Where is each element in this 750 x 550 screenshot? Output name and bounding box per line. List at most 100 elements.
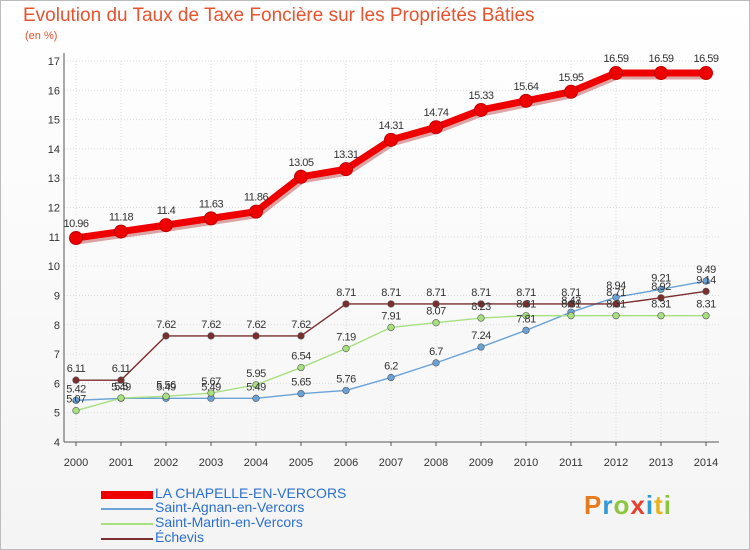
data-point bbox=[474, 102, 488, 117]
data-point bbox=[612, 312, 620, 320]
data-label: 7.19 bbox=[336, 332, 356, 344]
x-tick-label: 2010 bbox=[514, 457, 538, 469]
data-label: 10.96 bbox=[63, 218, 88, 230]
y-tick-label: 14 bbox=[48, 144, 60, 156]
legend-label: Échevis bbox=[155, 529, 205, 545]
data-point bbox=[204, 211, 218, 226]
data-label: 8.23 bbox=[471, 301, 491, 313]
data-point bbox=[657, 312, 665, 320]
data-point bbox=[702, 277, 710, 285]
x-tick-label: 2009 bbox=[469, 457, 493, 469]
y-tick-label: 10 bbox=[48, 261, 60, 273]
data-label: 5.49 bbox=[246, 381, 266, 393]
data-point bbox=[522, 300, 530, 308]
data-point bbox=[477, 300, 485, 308]
legend-swatch bbox=[101, 508, 153, 510]
data-point bbox=[522, 326, 530, 334]
data-label: 8.31 bbox=[606, 299, 626, 311]
data-label: 7.91 bbox=[381, 310, 401, 322]
data-point bbox=[432, 359, 440, 367]
proxiti-logo: Proxiti bbox=[584, 490, 672, 521]
data-label: 7.24 bbox=[471, 330, 491, 342]
data-point bbox=[612, 300, 620, 308]
data-label: 8.43 bbox=[561, 295, 581, 307]
data-label: 5.65 bbox=[291, 377, 311, 389]
data-point bbox=[72, 407, 80, 415]
chart-title: Evolution du Taux de Taxe Foncière sur l… bbox=[23, 5, 535, 26]
data-label: 16.59 bbox=[603, 53, 628, 65]
data-point bbox=[342, 300, 350, 308]
legend-label: LA CHAPELLE-EN-VERCORS bbox=[155, 485, 347, 501]
data-point bbox=[564, 84, 578, 99]
y-tick-label: 6 bbox=[54, 378, 60, 390]
data-point bbox=[387, 373, 395, 382]
y-tick-label: 4 bbox=[54, 437, 60, 449]
logo-letter: P bbox=[584, 490, 603, 520]
data-point bbox=[654, 66, 668, 81]
x-tick-label: 2003 bbox=[199, 457, 223, 469]
data-label: 6.2 bbox=[384, 361, 398, 373]
data-label: 8.71 bbox=[381, 287, 401, 299]
logo-letter: i bbox=[663, 490, 672, 520]
data-label: 7.62 bbox=[291, 319, 311, 331]
x-tick-label: 2012 bbox=[604, 457, 628, 469]
chart-unit-label: (en %) bbox=[25, 30, 58, 42]
x-tick-label: 2011 bbox=[559, 457, 583, 469]
x-tick-label: 2007 bbox=[379, 457, 403, 469]
x-tick-label: 2004 bbox=[244, 457, 268, 469]
legend-swatch bbox=[101, 491, 153, 499]
data-label: 5.76 bbox=[336, 373, 356, 385]
legend-swatch bbox=[101, 523, 153, 525]
x-tick-label: 2000 bbox=[64, 457, 88, 469]
data-label: 9.14 bbox=[696, 274, 716, 286]
data-label: 8.31 bbox=[651, 299, 671, 311]
data-label: 8.71 bbox=[516, 287, 536, 299]
data-point bbox=[657, 285, 665, 293]
data-label: 6.7 bbox=[429, 346, 443, 358]
data-label: 13.05 bbox=[288, 157, 313, 169]
data-label: 6.54 bbox=[291, 351, 311, 363]
legend-swatch bbox=[101, 538, 153, 540]
x-tick-label: 2001 bbox=[109, 457, 133, 469]
data-point bbox=[702, 312, 710, 320]
data-point bbox=[567, 300, 575, 308]
data-label: 8.71 bbox=[561, 287, 581, 299]
data-label: 8.31 bbox=[696, 299, 716, 311]
data-point bbox=[432, 319, 440, 327]
logo-letter: o bbox=[613, 490, 631, 520]
data-label: 6.11 bbox=[112, 363, 131, 375]
data-point bbox=[69, 231, 83, 246]
data-point bbox=[159, 218, 173, 233]
data-point bbox=[207, 332, 215, 340]
data-point bbox=[699, 66, 713, 81]
y-tick-label: 13 bbox=[48, 173, 60, 185]
data-point bbox=[339, 162, 353, 177]
data-point bbox=[72, 376, 80, 384]
data-point bbox=[702, 287, 710, 295]
x-tick-label: 2013 bbox=[649, 457, 673, 469]
data-label: 7.62 bbox=[156, 319, 176, 331]
data-label: 8.71 bbox=[471, 287, 491, 299]
x-tick-label: 2002 bbox=[154, 457, 178, 469]
data-label: 8.31 bbox=[516, 299, 536, 311]
data-label: 5.56 bbox=[156, 379, 176, 391]
data-point bbox=[207, 389, 215, 397]
data-point bbox=[252, 394, 260, 402]
legend-label: Saint-Agnan-en-Vercors bbox=[155, 499, 305, 515]
legend-label: Saint-Martin-en-Vercors bbox=[155, 514, 303, 530]
chart-grid bbox=[64, 60, 719, 443]
data-point bbox=[657, 294, 665, 302]
data-label: 9.21 bbox=[651, 272, 671, 284]
data-label: 5.49 bbox=[201, 381, 221, 393]
data-label: 14.31 bbox=[378, 120, 403, 132]
data-point bbox=[477, 314, 485, 322]
data-label: 11.18 bbox=[109, 212, 134, 224]
data-label: 5.49 bbox=[156, 381, 176, 393]
chart-axes: 4 5 6 7 8 9 10 11 12 13 14 15 16 17 2000 2001 2002 2003 20… bbox=[48, 53, 719, 469]
y-tick-label: 9 bbox=[54, 290, 60, 302]
data-point bbox=[432, 300, 440, 308]
data-point bbox=[519, 93, 533, 108]
data-point bbox=[342, 386, 350, 395]
